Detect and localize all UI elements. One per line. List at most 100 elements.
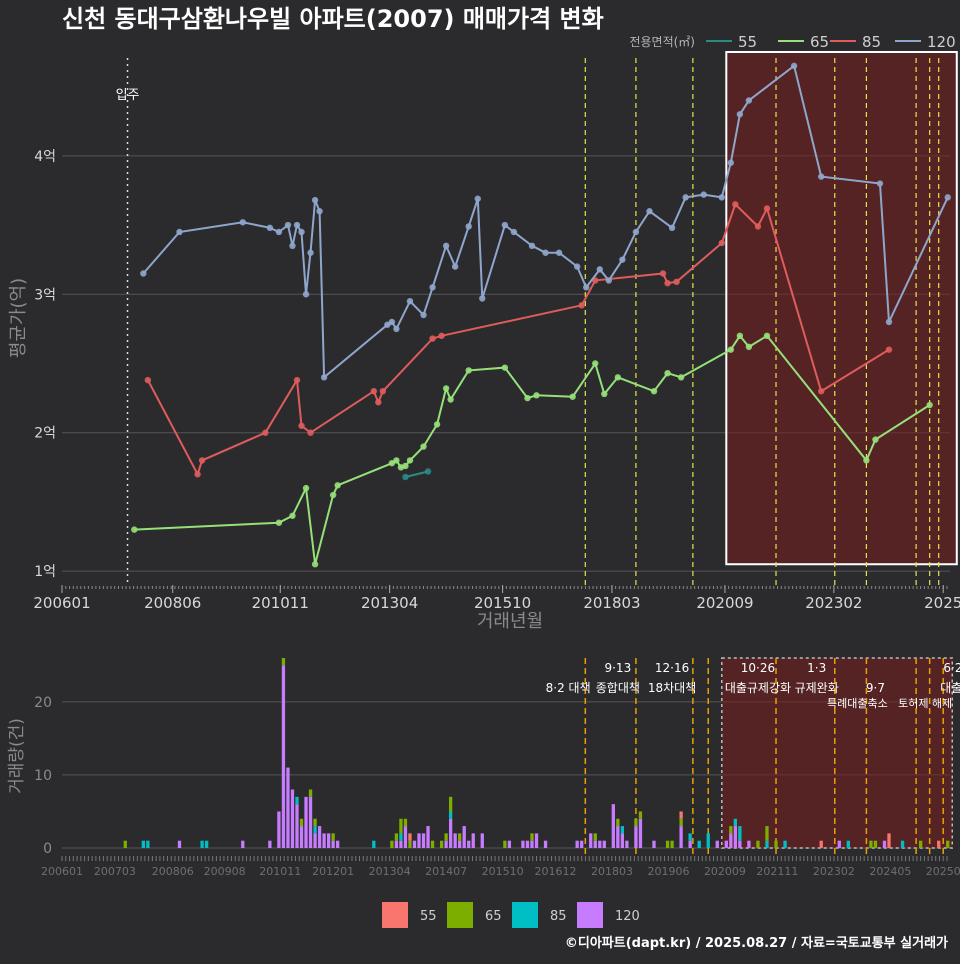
- volume-bar-55: [408, 833, 412, 841]
- data-point-85: [885, 346, 893, 353]
- footer-credit: ©디아파트(dapt.kr) / 2025.08.27 / 자료=국토교통부 실…: [565, 935, 948, 951]
- volume-bar-85: [620, 826, 625, 834]
- volume-x-tick-label: 200601: [41, 865, 83, 878]
- volume-bar-85: [738, 826, 742, 841]
- data-point-65: [677, 374, 685, 381]
- data-point-120: [320, 374, 328, 381]
- data-point-85: [198, 457, 206, 464]
- data-point-85: [293, 376, 301, 384]
- volume-bar-65: [444, 833, 448, 841]
- volume-bar-65: [458, 833, 462, 841]
- data-point-120: [885, 318, 893, 326]
- volume-bar-65: [634, 818, 638, 827]
- volume-bar-85: [783, 840, 787, 848]
- data-point-120: [944, 194, 951, 201]
- volume-bar-85: [146, 840, 150, 848]
- policy-name-label: 대출규: [940, 681, 960, 695]
- volume-x-tick-label: 201906: [647, 865, 689, 878]
- data-point-65: [433, 421, 441, 428]
- data-point-120: [632, 228, 640, 236]
- volume-y-tick-label: 0: [43, 841, 52, 857]
- data-point-55: [424, 468, 432, 475]
- move-in-label: 입주: [116, 88, 140, 103]
- data-point-120: [700, 191, 707, 198]
- data-point-65: [311, 561, 319, 568]
- data-point-65: [926, 401, 933, 409]
- volume-bar-120: [426, 826, 430, 848]
- volume-bar-120: [281, 665, 286, 848]
- volume-bar-120: [620, 833, 625, 848]
- volume-bar-120: [724, 840, 728, 848]
- volume-bar-120: [177, 840, 182, 848]
- series-85: [144, 201, 893, 478]
- volume-legend-swatch-65: [447, 902, 473, 928]
- data-point-65: [569, 393, 576, 400]
- volume-y-tick-label: 10: [34, 768, 52, 784]
- volume-legend-label-85: 85: [550, 909, 567, 924]
- data-point-120: [718, 194, 725, 201]
- volume-bar-120: [403, 826, 408, 848]
- volume-bar-65: [679, 818, 683, 827]
- volume-bar-65: [638, 811, 643, 819]
- volume-bar-55: [887, 833, 891, 848]
- data-point-65: [420, 443, 427, 450]
- data-point-65: [614, 374, 622, 381]
- volume-bar-65: [593, 833, 597, 841]
- volume-bar-65: [439, 840, 444, 848]
- volume-bar-85: [141, 840, 145, 848]
- data-point-65: [393, 457, 400, 464]
- x-tick-label: 202009: [696, 594, 753, 612]
- volume-bar-65: [946, 840, 950, 848]
- data-point-120: [451, 263, 459, 270]
- data-point-65: [334, 482, 341, 489]
- data-point-65: [872, 436, 879, 443]
- volume-bar-120: [331, 840, 335, 848]
- data-point-65: [763, 332, 771, 340]
- data-point-120: [668, 224, 676, 232]
- data-point-65: [727, 346, 735, 353]
- volume-x-tick-label: 201201: [312, 865, 354, 878]
- volume-bar-65: [765, 826, 769, 841]
- policy-name-label: 8·2 대책: [546, 680, 591, 695]
- volume-legend-label-55: 55: [420, 909, 437, 924]
- policy-name-label: 9·7: [866, 681, 885, 695]
- x-tick-label: 201011: [252, 594, 309, 612]
- volume-bar-120: [575, 840, 579, 848]
- top-legend: 전용면적(㎡) 55 65 85 120: [629, 33, 955, 51]
- volume-bar-120: [394, 840, 399, 848]
- volume-bar-65: [308, 789, 313, 797]
- x-axis-label: 거래년월: [477, 611, 543, 632]
- legend-label-85: 85: [862, 33, 881, 51]
- data-point-120: [284, 221, 292, 229]
- data-point-120: [406, 297, 414, 305]
- volume-bar-65: [918, 840, 923, 848]
- data-point-120: [542, 249, 549, 256]
- volume-bar-120: [738, 840, 742, 848]
- data-point-120: [298, 228, 305, 236]
- volume-bar-120: [525, 840, 530, 848]
- volume-bar-65: [756, 840, 760, 848]
- policy-date-label: 1·3: [807, 661, 826, 675]
- data-point-120: [583, 284, 590, 291]
- volume-bar-120: [326, 833, 331, 848]
- policy-date-label: 9·13: [604, 661, 631, 675]
- volume-bar-120: [448, 818, 453, 848]
- series-65: [131, 332, 933, 568]
- volume-bar-55: [819, 840, 823, 848]
- volume-bar-85: [448, 811, 453, 819]
- volume-bar-65: [665, 840, 670, 848]
- policy-date-label: 12·16: [655, 661, 689, 675]
- volume-bar-120: [241, 840, 245, 848]
- volume-bar-120: [534, 833, 539, 848]
- y-tick-label: 4억: [34, 149, 56, 165]
- policy-name-label: 대출규제강화: [725, 681, 791, 695]
- data-point-65: [275, 519, 283, 526]
- volume-bar-120: [688, 840, 692, 848]
- data-point-65: [664, 369, 671, 377]
- data-point-65: [524, 394, 531, 402]
- data-point-120: [275, 228, 283, 236]
- data-point-85: [818, 387, 825, 395]
- volume-bar-65: [873, 840, 878, 848]
- policy-name-label: 특례대출축소: [827, 697, 888, 710]
